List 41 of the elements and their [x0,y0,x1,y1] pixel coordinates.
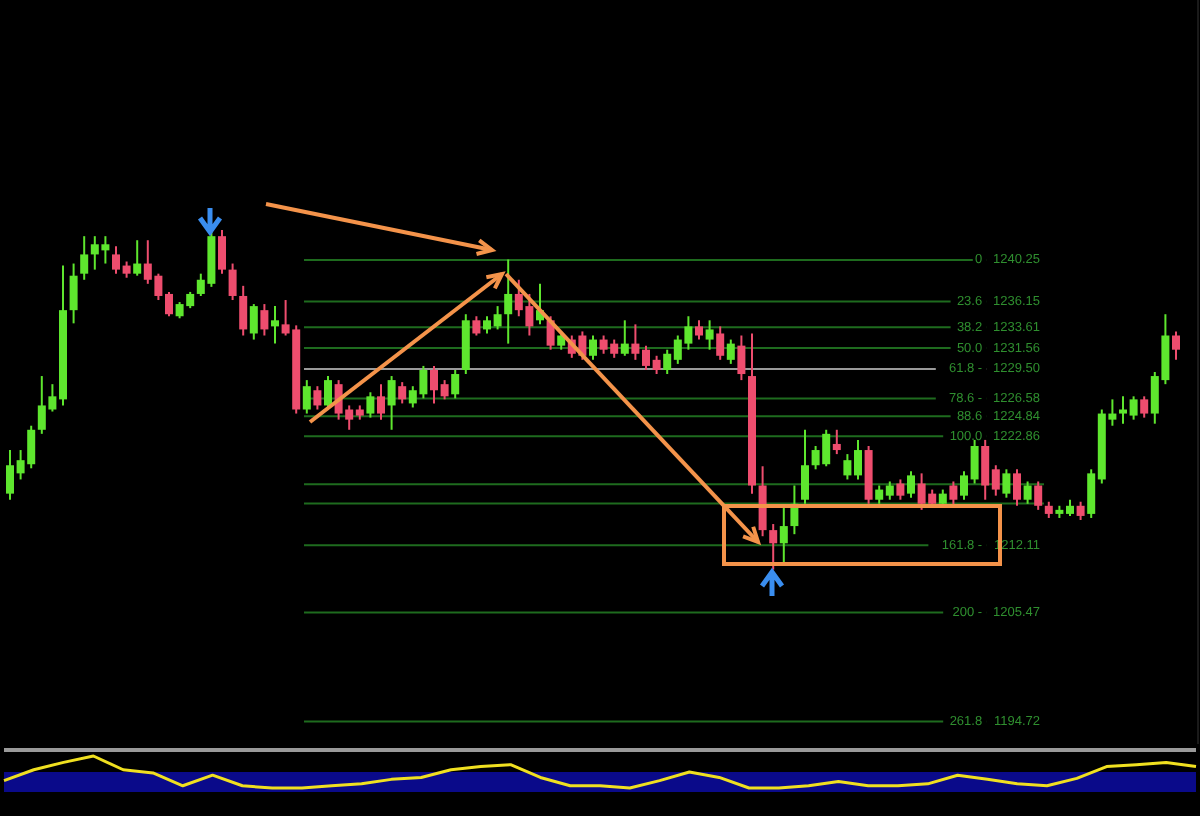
candlestick [832,428,841,456]
candlestick [387,375,396,431]
candlestick [271,305,279,345]
candlestick [398,381,407,405]
candlestick [726,338,735,365]
candlestick [949,480,958,507]
candlestick [1023,480,1032,505]
candlestick [504,258,513,345]
candlestick [472,315,481,337]
candlestick [589,334,597,361]
candlestick [620,319,629,357]
candlestick [80,235,89,281]
candlestick [302,379,311,415]
candlestick [1076,500,1085,521]
candlestick [907,470,915,499]
candlestick [69,262,78,325]
candlestick [758,465,767,538]
candlestick [737,334,746,382]
candlestick [218,229,226,275]
candlestick [133,239,142,277]
candlestick [228,262,237,302]
candlestick [1002,468,1011,499]
candlestick [324,375,332,411]
candlestick [313,385,322,411]
candlestick [1013,468,1021,507]
candlestick [705,319,714,351]
candlestick [366,391,375,419]
candlestick [1172,330,1180,361]
candlestick [769,523,778,571]
candlestick [779,504,788,567]
candlestick [260,303,269,337]
candlestick [1140,395,1149,419]
candlestick [377,383,385,421]
candlestick [249,303,258,341]
candlestick [239,284,248,337]
candlestick [896,478,905,501]
candlestick [695,319,703,341]
candlestick [451,368,460,400]
candlestick [716,325,725,361]
candlestick [1034,480,1043,511]
candlestick [801,428,809,505]
